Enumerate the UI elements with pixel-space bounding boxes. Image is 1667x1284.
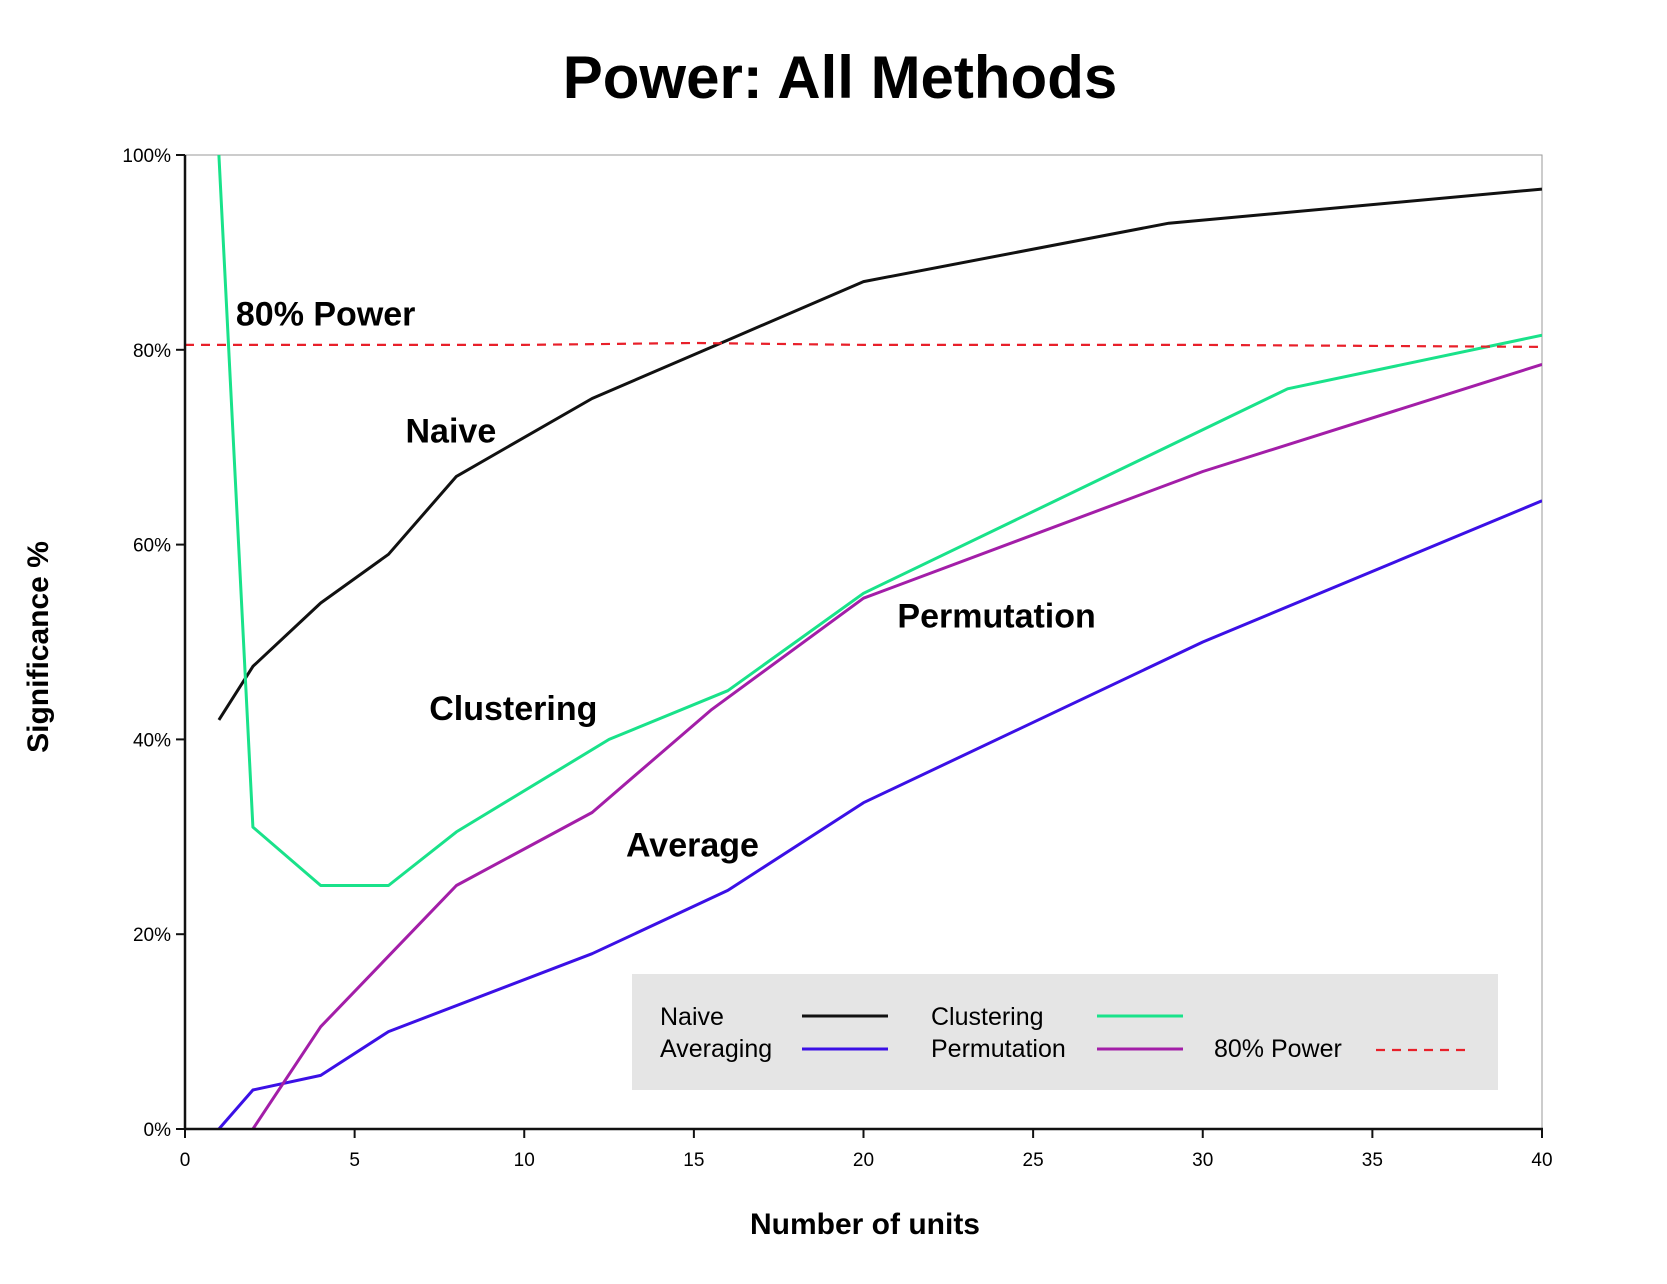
annotation-permutation: Permutation <box>897 597 1095 635</box>
x-tick-label: 0 <box>180 1150 191 1171</box>
legend: Naive Clustering Averaging Permutation 80% P… <box>632 974 1498 1090</box>
x-tick-label: 35 <box>1362 1150 1383 1171</box>
x-tick-label: 10 <box>514 1150 535 1171</box>
annotation-average: Average <box>626 826 759 864</box>
series-line-80pct-power <box>185 341 1542 348</box>
chart-annotations: 80% Power Naive Permutation Clustering Avera… <box>236 295 1096 864</box>
chart-title: Power: All Methods <box>563 44 1117 111</box>
legend-label-naive: Naive <box>660 1003 724 1031</box>
legend-label-80pct-power: 80% Power <box>1214 1035 1342 1063</box>
x-tick-label: 25 <box>1023 1150 1044 1171</box>
legend-label-clustering: Clustering <box>931 1003 1044 1031</box>
x-tick-label: 20 <box>853 1150 874 1171</box>
y-axis-ticks: 0% 20% 40% 60% 80% 100% <box>122 146 185 1141</box>
y-tick-label: 40% <box>133 730 171 751</box>
y-tick-label: 100% <box>122 146 171 167</box>
annotation-80pct-power: 80% Power <box>236 295 416 333</box>
legend-label-averaging: Averaging <box>660 1035 772 1063</box>
x-tick-label: 30 <box>1192 1150 1213 1171</box>
x-tick-label: 5 <box>349 1150 360 1171</box>
series-line-naive <box>217 187 1542 721</box>
x-axis-label: Number of units <box>750 1208 980 1241</box>
y-tick-label: 0% <box>144 1120 172 1141</box>
y-axis-label: Significance % <box>22 541 55 753</box>
annotation-naive: Naive <box>406 412 497 450</box>
legend-label-permutation: Permutation <box>931 1035 1066 1063</box>
series-line-averaging <box>217 499 1542 1129</box>
series-lines <box>185 155 1542 1129</box>
x-tick-label: 15 <box>683 1150 704 1171</box>
legend-background <box>632 974 1498 1090</box>
annotation-clustering: Clustering <box>429 690 597 728</box>
series-line-permutation <box>251 362 1542 1129</box>
y-tick-label: 60% <box>133 536 171 557</box>
y-tick-label: 80% <box>133 341 171 362</box>
series-line-clustering <box>217 155 1542 887</box>
y-tick-label: 20% <box>133 925 171 946</box>
x-axis-ticks: 0 5 10 15 20 25 30 35 40 <box>180 1129 1553 1171</box>
x-tick-label: 40 <box>1531 1150 1552 1171</box>
